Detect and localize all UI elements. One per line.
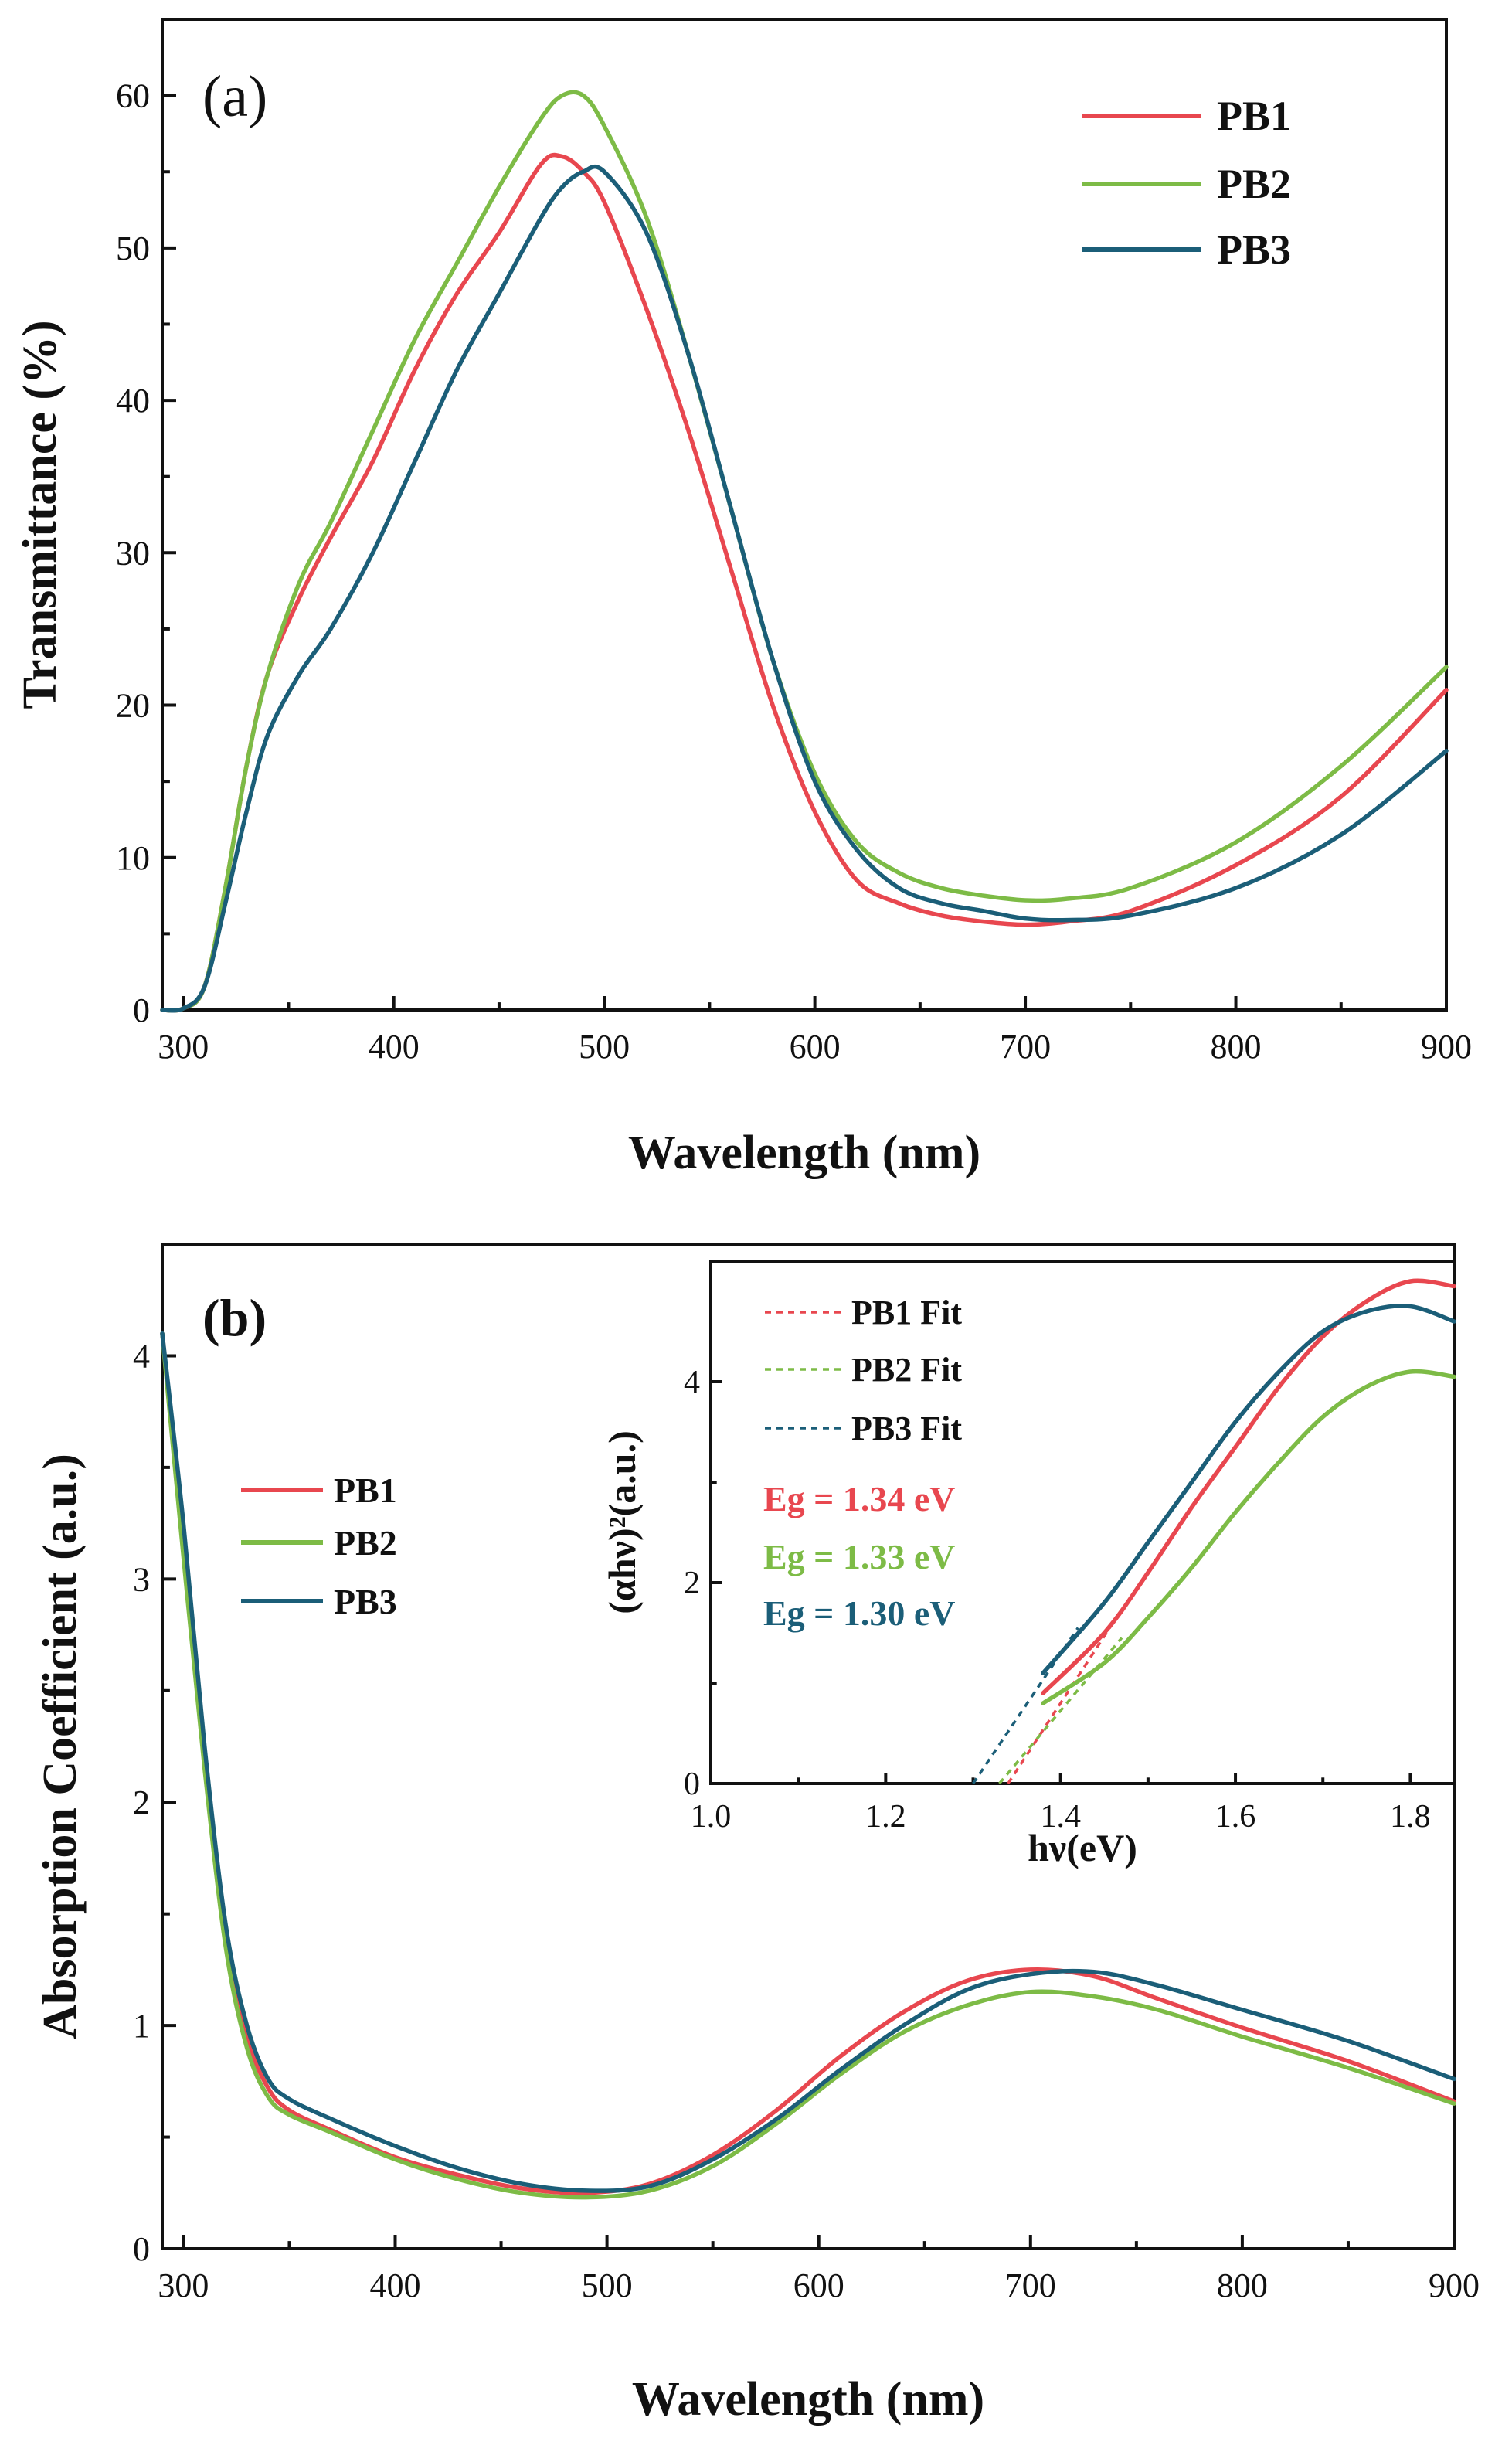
y-tick-label: 0 xyxy=(684,1767,700,1802)
series-line-pb2 xyxy=(1041,1369,1456,1705)
y-tick-label: 50 xyxy=(116,230,150,267)
panel-a-label: (a) xyxy=(202,64,267,129)
series-line-pb2 xyxy=(160,1331,1456,2200)
fit-line-pb2 xyxy=(998,1637,1123,1785)
x-tick-label: 300 xyxy=(158,1028,209,1066)
series-line-pb3 xyxy=(160,1331,1456,2193)
panel-b-legend: PB1 PB2 PB3 xyxy=(241,1471,397,1621)
panel-a-x-axis-label: Wavelength (nm) xyxy=(628,1127,980,1179)
panel-a-y-axis-label: Transmittance (%) xyxy=(14,320,66,709)
x-tick-label: 400 xyxy=(370,2266,421,2304)
y-tick-label: 60 xyxy=(116,77,150,115)
panel-b-y-axis-label: Absorption Coefficient (a.u.) xyxy=(34,1454,87,2039)
x-tick-label: 600 xyxy=(790,1028,841,1066)
panel-b-series xyxy=(160,1331,1456,2200)
panel-b-x-axis-label: Wavelength (nm) xyxy=(632,2373,984,2426)
y-tick-label: 4 xyxy=(684,1365,700,1400)
y-tick-label: 3 xyxy=(133,1560,150,1598)
y-tick-label: 30 xyxy=(116,534,150,572)
inset-series xyxy=(1041,1278,1456,1705)
panel-b-ticks: 300 400 500 600 700 800 900 0 1 2 3 4 xyxy=(133,1337,1480,2304)
legend-label-pb1: PB1 xyxy=(1217,93,1291,139)
y-tick-label: 40 xyxy=(116,382,150,420)
inset-legend: PB1 Fit PB2 Fit PB3 Fit Eg = 1.34 eV Eg … xyxy=(763,1294,962,1633)
inset-background xyxy=(711,1261,1454,1784)
panel-b: (b) 300 400 500 600 700 800 900 0 1 2 3 4 Wavelengt… xyxy=(34,1243,1480,2426)
legend-label-pb3: PB3 xyxy=(1217,226,1291,273)
band-gap-annotation-pb1: Eg = 1.34 eV xyxy=(763,1479,956,1518)
y-tick-label: 2 xyxy=(684,1566,700,1601)
legend-label-pb3-fit: PB3 Fit xyxy=(851,1410,962,1447)
y-tick-label: 0 xyxy=(133,991,150,1029)
series-line-pb3 xyxy=(160,164,1449,1013)
y-tick-label: 4 xyxy=(133,1337,150,1375)
x-tick-label: 500 xyxy=(579,1028,630,1066)
legend-label-pb1-fit: PB1 Fit xyxy=(851,1294,962,1331)
x-tick-label: 600 xyxy=(793,2266,844,2304)
x-tick-label: 1.0 xyxy=(691,1799,732,1835)
y-tick-label: 1 xyxy=(133,2007,150,2045)
inset-ticks: 1.0 1.2 1.4 1.6 1.8 0 2 4 xyxy=(684,1365,1431,1835)
x-tick-label: 900 xyxy=(1421,1028,1472,1066)
legend-label-pb3: PB3 xyxy=(334,1582,397,1621)
panel-b-label: (b) xyxy=(202,1288,267,1347)
inset-y-axis-label: (αhν)²(a.u.) xyxy=(600,1430,644,1614)
x-tick-label: 500 xyxy=(582,2266,633,2304)
x-tick-label: 800 xyxy=(1217,2266,1268,2304)
x-tick-label: 1.8 xyxy=(1390,1799,1431,1835)
y-tick-label: 20 xyxy=(116,687,150,725)
band-gap-annotation-pb2: Eg = 1.33 eV xyxy=(763,1537,956,1576)
legend-label-pb1: PB1 xyxy=(334,1471,397,1510)
legend-label-pb2-fit: PB2 Fit xyxy=(851,1351,962,1389)
series-line-pb3 xyxy=(1041,1304,1456,1675)
x-tick-label: 900 xyxy=(1429,2266,1480,2304)
y-tick-label: 10 xyxy=(116,839,150,877)
inset-plot: 1.0 1.2 1.4 1.6 1.8 0 2 4 hν(eV) (αhν)²(a.u.) P… xyxy=(600,1260,1456,1869)
series-line-pb2 xyxy=(160,90,1449,1013)
x-tick-label: 700 xyxy=(1000,1028,1051,1066)
legend-label-pb2: PB2 xyxy=(1217,161,1291,207)
panel-a-series xyxy=(160,90,1449,1013)
inset-x-axis-label: hν(eV) xyxy=(1028,1826,1137,1869)
y-tick-label: 0 xyxy=(133,2230,150,2268)
panel-a-frame xyxy=(161,18,1448,1012)
x-tick-label: 700 xyxy=(1005,2266,1056,2304)
y-tick-label: 2 xyxy=(133,1784,150,1821)
inset-frame xyxy=(709,1260,1456,1785)
x-tick-label: 400 xyxy=(369,1028,420,1066)
panel-a: (a) 300 400 500 600 700 800 900 0 10 20 30 40 50 60 W… xyxy=(14,18,1472,1179)
x-tick-label: 300 xyxy=(158,2266,209,2304)
panel-a-ticks: 300 400 500 600 700 800 900 0 10 20 30 40 50 60 xyxy=(116,77,1472,1066)
panel-a-legend: PB1 PB2 PB3 xyxy=(1082,93,1291,273)
x-tick-label: 800 xyxy=(1211,1028,1262,1066)
fit-line-pb1 xyxy=(1007,1622,1115,1784)
legend-label-pb2: PB2 xyxy=(334,1523,397,1563)
x-tick-label: 1.2 xyxy=(865,1799,906,1835)
band-gap-annotation-pb3: Eg = 1.30 eV xyxy=(763,1593,956,1633)
x-tick-label: 1.6 xyxy=(1215,1799,1256,1835)
series-line-pb1 xyxy=(1041,1278,1456,1695)
x-tick-label: 1.4 xyxy=(1040,1799,1081,1835)
